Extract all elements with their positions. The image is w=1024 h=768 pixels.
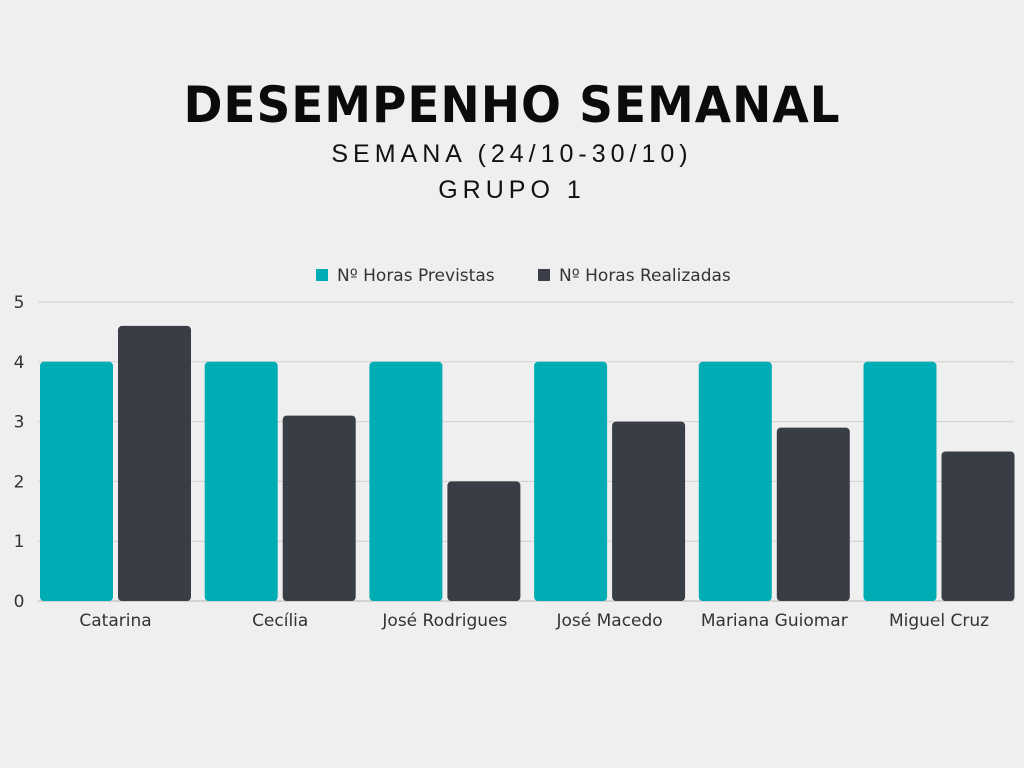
x-tick-label: Cecília [252,611,308,631]
y-axis: 0 1 2 3 4 5 [14,293,25,612]
x-tick-label: Miguel Cruz [889,611,989,631]
bar-realizadas-0 [118,325,191,601]
bar-chart: Nº Horas Previstas Nº Horas Realizadas 0 1… [14,266,1015,631]
x-tick-label: Mariana Guiomar [701,611,848,631]
bar-realizadas-4 [776,427,850,601]
legend-label: Nº Horas Realizadas [559,266,731,286]
bar-previstas-1 [204,361,278,601]
y-tick-label: 1 [14,532,25,552]
legend-swatch [316,269,328,281]
x-axis: Catarina Cecília José Rodrigues José Macedo… [79,611,989,631]
group-label: GRUPO 1 [438,176,586,204]
bar-previstas-2 [369,361,443,601]
x-tick-label: José Rodrigues [381,611,507,631]
bar-realizadas-2 [447,481,521,601]
bar-realizadas-1 [282,415,356,601]
bar-realizadas-5 [941,451,1015,601]
grid-lines [38,301,1014,602]
bar-previstas-3 [534,361,608,601]
x-tick-label: José Macedo [555,611,662,631]
bar-previstas-0 [40,361,113,601]
y-tick-label: 3 [14,413,25,433]
chart-subtitle: SEMANA (24/10-30/10) [331,140,693,168]
legend-label: Nº Horas Previstas [337,266,495,286]
bar-realizadas-3 [612,421,686,601]
bars [40,325,1015,601]
y-tick-label: 5 [14,293,25,313]
y-tick-label: 4 [14,353,25,373]
legend-swatch [538,269,550,281]
x-tick-label: Catarina [79,611,151,631]
legend: Nº Horas Previstas Nº Horas Realizadas [316,266,731,286]
bar-previstas-4 [698,361,772,601]
y-tick-label: 2 [14,472,25,492]
chart-title: DESEMPENHO SEMANAL [183,76,841,134]
bar-previstas-5 [863,361,937,601]
y-tick-label: 0 [14,592,25,612]
